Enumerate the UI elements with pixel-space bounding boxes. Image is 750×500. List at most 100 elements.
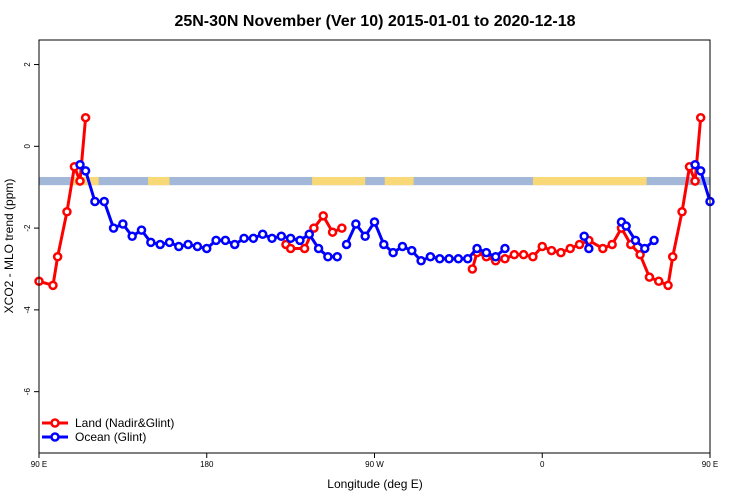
data-point-ocean: [332, 251, 342, 262]
data-point-ocean: [351, 219, 361, 229]
data-point-land: [309, 223, 319, 233]
band-land-segment: [71, 176, 99, 186]
data-point-land: [509, 249, 520, 260]
data-point-ocean: [164, 237, 175, 248]
data-point-ocean: [500, 243, 510, 254]
x-tick-label: 90 E: [31, 460, 47, 469]
data-point-ocean: [416, 256, 426, 266]
data-point-ocean: [379, 239, 389, 250]
data-point-ocean: [323, 251, 333, 262]
x-axis-label: Longitude (deg E): [327, 477, 422, 491]
data-point-ocean: [239, 233, 249, 244]
data-point-ocean: [453, 254, 464, 264]
data-point-ocean: [183, 239, 193, 250]
data-point-ocean: [295, 235, 305, 246]
series-ocean: [75, 159, 715, 266]
data-point-ocean: [257, 229, 268, 239]
data-point-ocean: [695, 166, 706, 176]
data-point-ocean: [80, 166, 91, 176]
data-point-land: [690, 176, 700, 186]
data-point-ocean: [220, 235, 231, 246]
data-point-ocean: [267, 233, 277, 244]
x-tick-label: 90 W: [365, 460, 384, 469]
data-point-land: [48, 280, 58, 291]
data-point-ocean: [434, 254, 445, 264]
data-point-land: [80, 112, 91, 123]
data-point-ocean: [621, 221, 631, 231]
x-tick-label: 0: [540, 460, 545, 469]
data-point-ocean: [276, 231, 287, 242]
data-point-ocean: [397, 241, 408, 252]
data-point-ocean: [388, 247, 398, 258]
band-land-segment: [384, 176, 414, 186]
x-tick-label: 180: [200, 460, 214, 469]
data-point-land: [500, 254, 510, 264]
band-land-segment: [532, 176, 647, 186]
data-point-ocean: [192, 241, 203, 252]
data-point-land: [52, 251, 63, 262]
data-point-land: [285, 243, 296, 254]
data-point-ocean: [211, 235, 221, 246]
data-point-land: [467, 264, 478, 274]
data-point-land: [75, 176, 85, 186]
band-ocean: [39, 176, 710, 186]
series-line-land: [38, 117, 88, 287]
legend-land-marker: [50, 418, 60, 428]
data-point-ocean: [90, 196, 100, 207]
y-axis-label: XCO2 - MLO trend (ppm): [2, 179, 16, 314]
data-point-ocean: [640, 243, 650, 254]
data-point-land: [607, 239, 617, 250]
legend-land-label: Land (Nadir&Glint): [75, 416, 174, 430]
data-point-ocean: [649, 235, 659, 246]
data-point-ocean: [407, 245, 417, 256]
data-point-ocean: [155, 239, 165, 250]
data-point-ocean: [690, 159, 700, 170]
data-point-ocean: [174, 241, 184, 252]
data-point-ocean: [202, 243, 212, 254]
data-point-ocean: [462, 254, 473, 264]
data-point-ocean: [481, 247, 492, 258]
x-tick-label: 90 E: [702, 460, 718, 469]
y-tick-label: -6: [23, 388, 32, 396]
data-point-land: [318, 211, 328, 221]
data-point-ocean: [304, 229, 315, 239]
legend-ocean-label: Ocean (Glint): [75, 430, 146, 444]
data-point-ocean: [313, 243, 324, 254]
x-axis: 90 E 180 90 W 0 90 E: [31, 453, 718, 469]
data-point-land: [537, 241, 547, 252]
chart-title: 25N-30N November (Ver 10) 2015-01-01 to …: [174, 13, 575, 30]
land-ocean-band: [39, 176, 710, 186]
data-point-ocean: [118, 219, 128, 229]
data-point-ocean: [136, 225, 147, 235]
data-point-land: [695, 112, 706, 123]
data-point-ocean: [630, 235, 641, 246]
data-point-land: [574, 239, 585, 250]
data-point-ocean: [472, 243, 482, 254]
data-point-ocean: [360, 231, 370, 242]
series-layer: [34, 112, 715, 291]
data-point-land: [565, 243, 575, 254]
data-point-ocean: [75, 159, 85, 170]
data-point-ocean: [108, 223, 119, 233]
data-point-ocean: [425, 251, 436, 262]
data-point-land: [337, 223, 347, 233]
data-point-land: [556, 247, 566, 258]
series-land: [34, 112, 706, 291]
band-land-segment: [312, 176, 366, 186]
data-point-land: [598, 243, 608, 254]
data-point-land: [518, 249, 529, 260]
data-point-land: [299, 243, 310, 254]
y-tick-label: 0: [23, 144, 32, 149]
data-point-ocean: [229, 239, 240, 250]
data-point-land: [653, 276, 664, 287]
data-point-land: [644, 272, 655, 282]
data-point-land: [62, 206, 72, 217]
data-point-ocean: [341, 239, 352, 250]
data-point-ocean: [248, 233, 259, 244]
data-point-ocean: [584, 243, 594, 254]
y-tick-label: -2: [23, 224, 32, 232]
data-point-land: [677, 206, 687, 217]
band-land-segment: [148, 176, 170, 186]
data-point-land: [528, 251, 538, 262]
